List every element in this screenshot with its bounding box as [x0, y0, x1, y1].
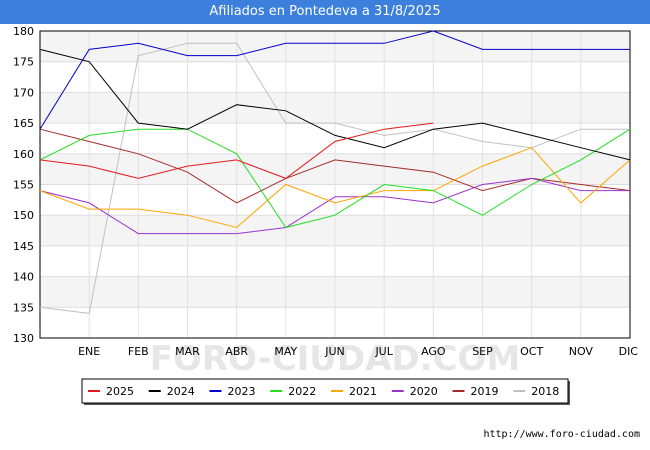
- y-tick-label: 170: [13, 86, 34, 99]
- plot-frame: [39, 30, 631, 339]
- y-tick-label: 160: [13, 148, 34, 161]
- x-tick-label: MAY: [274, 345, 297, 358]
- legend-label: 2025: [106, 385, 134, 398]
- x-tick-label: FEB: [128, 345, 149, 358]
- y-tick-label: 130: [13, 332, 34, 345]
- series-line-2021: [39, 147, 631, 229]
- legend-label: 2021: [349, 385, 377, 398]
- x-tick-label: OCT: [520, 345, 543, 358]
- series-lines: [39, 30, 631, 314]
- legend-label: 2020: [410, 385, 438, 398]
- x-tick-label: ENE: [78, 345, 100, 358]
- watermark: FORO-CIUDAD.COM: [150, 339, 521, 379]
- x-tick-label: JUL: [374, 345, 393, 358]
- legend-label: 2018: [531, 385, 559, 398]
- legend-box: [81, 378, 569, 404]
- series-line-2023: [39, 30, 630, 130]
- legend: 2025 2024 2023 2022 2021 2020 2019 2018: [81, 378, 570, 405]
- series-line-2020: [39, 177, 630, 235]
- source-credit: http://www.foro-ciudad.com: [483, 429, 640, 440]
- legend-label: 2022: [288, 385, 316, 398]
- y-tick-label: 165: [13, 117, 34, 130]
- legend-label: 2023: [228, 385, 256, 398]
- x-tick-label: ABR: [225, 345, 248, 358]
- y-tick-label: 135: [13, 301, 34, 314]
- series-line-2025: [39, 122, 434, 179]
- legend-label: 2024: [167, 385, 195, 398]
- x-tick-label: MAR: [175, 345, 200, 358]
- x-tick-label: SEP: [472, 345, 493, 358]
- y-tick-label: 175: [13, 56, 34, 69]
- y-tick-label: 145: [13, 240, 34, 253]
- x-tick-label: JUN: [324, 345, 345, 358]
- series-line-2022: [39, 128, 631, 229]
- x-tick-label: AGO: [421, 345, 446, 358]
- y-tick-label: 140: [13, 271, 34, 284]
- y-tick-label: 155: [13, 179, 34, 192]
- x-axis-ticks: ENE FEB MAR ABR MAY JUN JUL AGO SEP OCT NOV DIC: [78, 345, 638, 358]
- chart-title: Afiliados en Pontedeva a 31/8/2025: [0, 0, 650, 24]
- y-tick-label: 150: [13, 209, 34, 222]
- x-tick-label: NOV: [569, 345, 594, 358]
- series-line-2024: [39, 48, 631, 161]
- y-tick-label: 180: [13, 25, 34, 38]
- x-tick-label: DIC: [619, 345, 639, 358]
- legend-label: 2019: [471, 385, 499, 398]
- y-axis-ticks: 130 135 140 145 150 155 160 165 170 175 180: [13, 25, 34, 345]
